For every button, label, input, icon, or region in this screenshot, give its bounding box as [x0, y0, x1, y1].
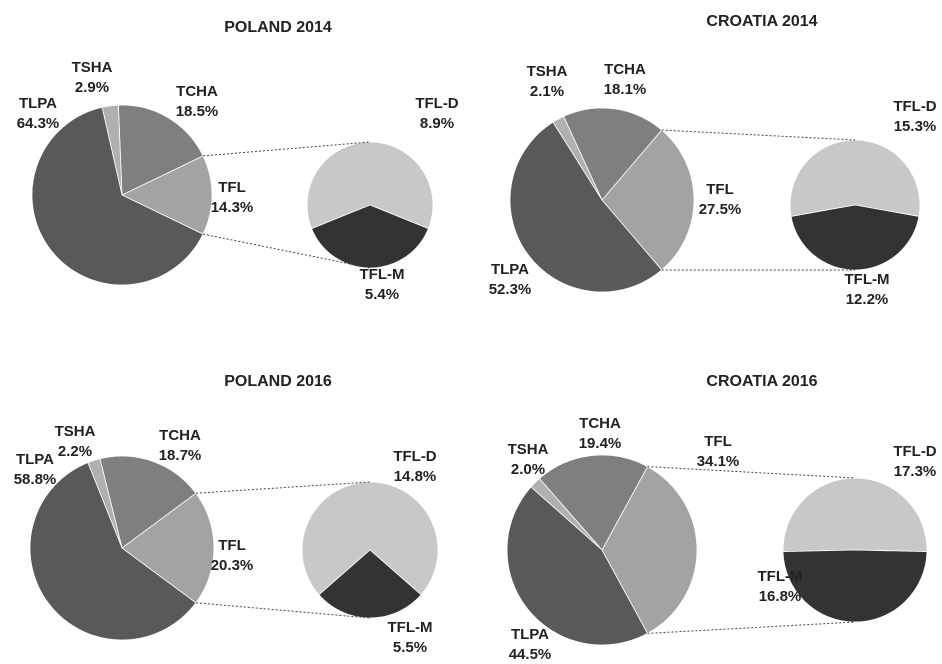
sub-pie-slice: [782, 477, 928, 553]
slice-label: TLPA: [16, 451, 54, 468]
slice-label: TLPA: [491, 261, 529, 278]
slice-label: TSHA: [527, 63, 568, 80]
pie-slice: [538, 454, 649, 551]
slice-label: TFL-M: [845, 271, 890, 288]
sub-pie-slice: [301, 481, 439, 596]
slice-value-label: 27.5%: [699, 201, 742, 218]
slice-label: TFL-D: [393, 448, 436, 465]
slice-value-label: 14.3%: [211, 199, 254, 216]
slice-value-label: 5.4%: [365, 286, 399, 303]
slice-value-label: 2.9%: [75, 79, 109, 96]
pie-slice: [121, 492, 215, 604]
slice-label: TFL-D: [893, 98, 936, 115]
slice-label: TFL-M: [388, 619, 433, 636]
slice-value-label: 15.3%: [894, 118, 937, 135]
slice-value-label: 17.3%: [894, 463, 937, 480]
chart-title: POLAND 2016: [224, 373, 332, 390]
chart-title: POLAND 2014: [224, 19, 332, 36]
pie-slice: [506, 486, 649, 646]
connector-line: [195, 602, 371, 619]
slice-label: TCHA: [159, 427, 201, 444]
pie-slice: [121, 155, 213, 235]
slice-value-label: 2.2%: [58, 443, 92, 460]
slice-label: TCHA: [176, 83, 218, 100]
slice-label: TSHA: [55, 423, 96, 440]
pie-slice: [563, 107, 663, 201]
slice-label: TFL-D: [415, 95, 458, 112]
slice-value-label: 16.8%: [759, 588, 802, 605]
slice-label: TFL: [218, 179, 246, 196]
connector-line: [202, 233, 371, 269]
pie-slice: [601, 129, 695, 271]
connector-line: [647, 621, 856, 634]
connector-line: [195, 481, 371, 494]
chart-title: CROATIA 2016: [706, 373, 817, 390]
slice-value-label: 34.1%: [697, 453, 740, 470]
slice-value-label: 18.7%: [159, 447, 202, 464]
slice-value-label: 20.3%: [211, 557, 254, 574]
slice-value-label: 52.3%: [489, 281, 532, 298]
slice-value-label: 18.1%: [604, 81, 647, 98]
slice-label: TSHA: [72, 59, 113, 76]
slice-value-label: 8.9%: [420, 115, 454, 132]
slice-label: TSHA: [508, 441, 549, 458]
sub-pie-slice: [789, 139, 921, 217]
pie-slice: [117, 104, 204, 196]
slice-value-label: 12.2%: [846, 291, 889, 308]
pie-slice: [99, 455, 197, 549]
pie-slice: [31, 106, 204, 286]
slice-value-label: 14.8%: [394, 468, 437, 485]
slice-value-label: 5.5%: [393, 639, 427, 656]
slice-label: TFL-D: [893, 443, 936, 460]
chart-title: CROATIA 2014: [706, 13, 817, 30]
slice-value-label: 58.8%: [14, 471, 57, 488]
slice-value-label: 64.3%: [17, 115, 60, 132]
pie-slice: [601, 466, 698, 634]
slice-value-label: 2.0%: [511, 461, 545, 478]
connector-line: [647, 466, 856, 479]
slice-label: TFL-M: [360, 266, 405, 283]
sub-pie-slice: [790, 204, 920, 271]
pie-slice: [29, 462, 197, 641]
connector-line: [661, 129, 856, 141]
sub-pie-slice: [318, 549, 422, 619]
slice-label: TLPA: [511, 626, 549, 643]
slice-label: TFL: [218, 537, 246, 554]
sub-pie-slice: [782, 549, 928, 623]
sub-pie-slice: [311, 204, 429, 269]
slice-value-label: 18.5%: [176, 103, 219, 120]
pie-slice: [509, 121, 663, 293]
slice-value-label: 19.4%: [579, 435, 622, 452]
slice-label: TCHA: [604, 61, 646, 78]
slice-label: TLPA: [19, 95, 57, 112]
slice-label: TCHA: [579, 415, 621, 432]
slice-value-label: 44.5%: [509, 646, 552, 663]
sub-pie-slice: [306, 141, 434, 230]
slice-label: TFL: [704, 433, 732, 450]
slice-label: TFL: [706, 181, 734, 198]
slice-label: TFL-M: [758, 568, 803, 585]
slice-value-label: 2.1%: [530, 83, 564, 100]
